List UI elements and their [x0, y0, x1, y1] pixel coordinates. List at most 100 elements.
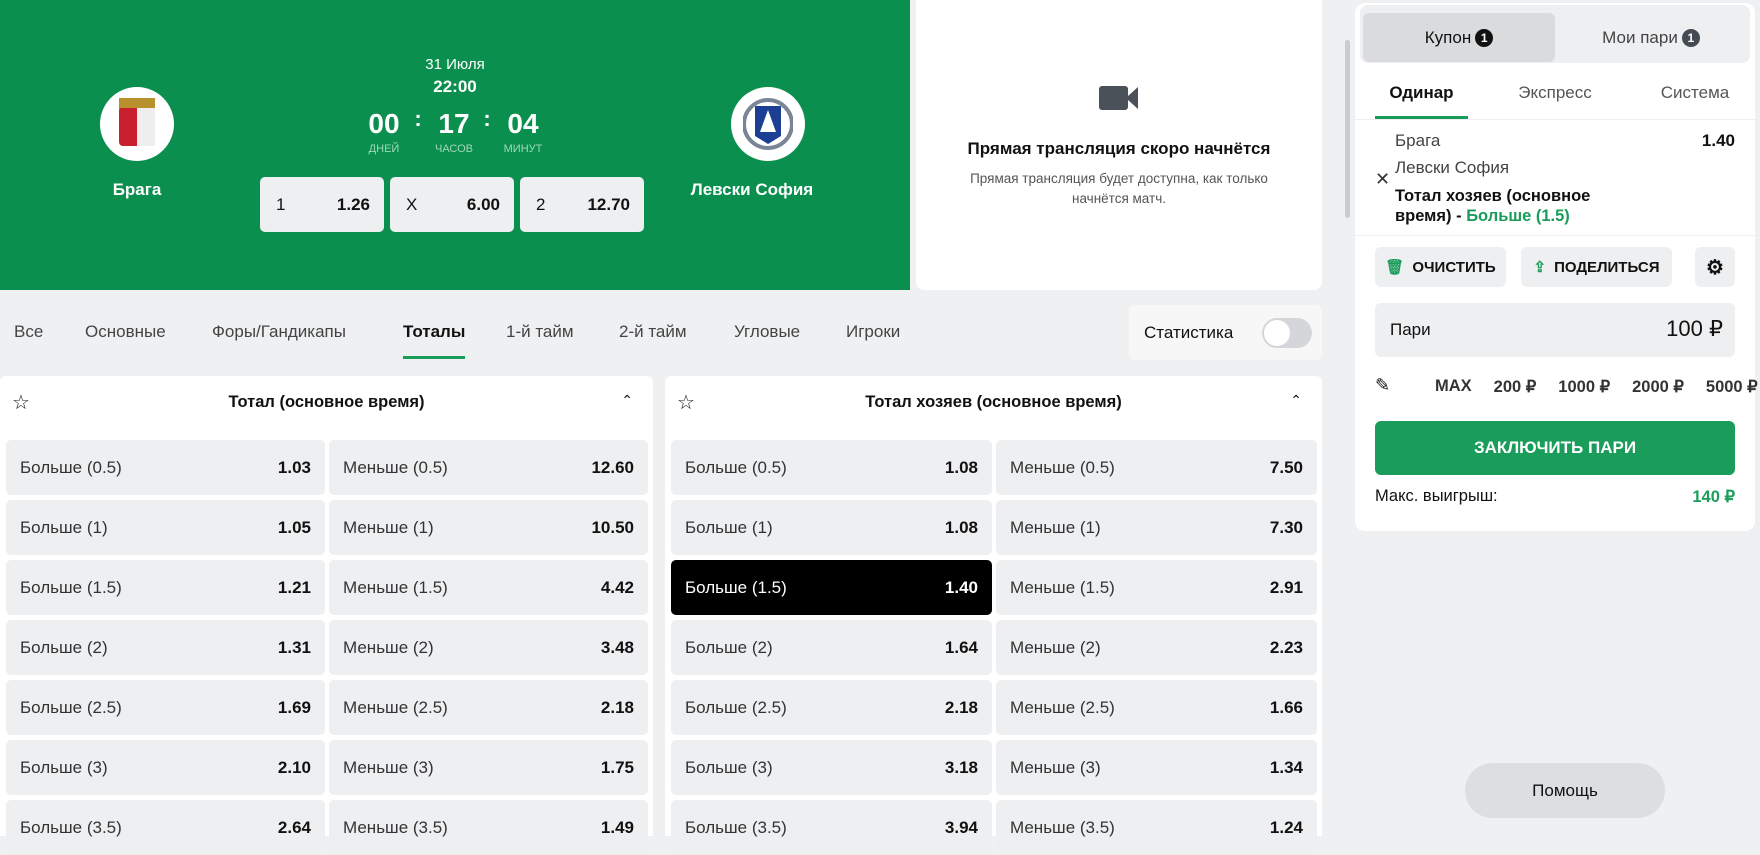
odds-button-home[interactable]: 1 1.26	[260, 177, 384, 232]
odds-cell[interactable]: Больше (3) 3.18	[671, 740, 992, 795]
outcome-odds: 2.10	[277, 757, 311, 777]
odds-cell[interactable]: Больше (0.5) 1.03	[6, 440, 325, 495]
odds-cell[interactable]: Меньше (3) 1.34	[996, 740, 1317, 795]
tab-5[interactable]: 2-й тайм	[619, 322, 687, 341]
odds-cell[interactable]: Меньше (3.5) 1.49	[329, 800, 648, 855]
outcome-odds: 3.94	[944, 817, 978, 837]
odds-cell[interactable]: Больше (1) 1.08	[671, 500, 992, 555]
remove-selection-icon[interactable]: ✕	[1375, 169, 1391, 189]
outcome-odds: 4.42	[600, 577, 634, 597]
outcome-odds: 2.64	[277, 817, 311, 837]
tab-coupon[interactable]: Купон 1	[1363, 13, 1555, 62]
outcome-label: Больше (1.5)	[685, 577, 787, 597]
outcome-odds: 1.40	[944, 577, 978, 597]
odds-cell[interactable]: Меньше (2) 3.48	[329, 620, 648, 675]
outcome-label: Меньше (2.5)	[343, 697, 448, 717]
statistics-toggle[interactable]	[1262, 318, 1312, 348]
bet-type-express[interactable]: Экспресс	[1518, 83, 1592, 102]
outcome-odds: 3.18	[944, 757, 978, 777]
clear-button[interactable]: 🗑 ОЧИСТИТЬ	[1375, 247, 1506, 287]
outcome-label: Меньше (2)	[1010, 637, 1101, 657]
outcome-odds: 1.21	[277, 577, 311, 597]
odds-cell[interactable]: Меньше (1) 7.30	[996, 500, 1317, 555]
video-camera-icon	[1099, 86, 1138, 110]
odds-cell[interactable]: Больше (3.5) 3.94	[671, 800, 992, 855]
help-button[interactable]: Помощь	[1465, 763, 1665, 818]
match-time: 22:00	[433, 77, 477, 96]
countdown-minutes-label: МИНУТ	[503, 143, 543, 155]
outcome-label: Меньше (3)	[343, 757, 434, 777]
tab-0[interactable]: Все	[14, 322, 44, 341]
odds-value: 6.00	[466, 194, 500, 214]
active-tab-indicator	[1375, 116, 1468, 119]
place-bet-button[interactable]: ЗАКЛЮЧИТЬ ПАРИ	[1375, 421, 1735, 475]
odds-cell[interactable]: Меньше (1.5) 4.42	[329, 560, 648, 615]
favorite-star-icon[interactable]: ☆	[12, 392, 30, 414]
share-button[interactable]: ⇪ ПОДЕЛИТЬСЯ	[1521, 247, 1672, 287]
outcome-label: Больше (2.5)	[20, 697, 122, 717]
outcome-label: Больше (1.5)	[20, 577, 122, 597]
odds-cell[interactable]: Больше (2) 1.31	[6, 620, 325, 675]
outcome-label: Меньше (3.5)	[343, 817, 448, 837]
outcome-label: Больше (3.5)	[685, 817, 787, 837]
odds-cell[interactable]: Больше (1.5) 1.40	[671, 560, 992, 615]
tab-1[interactable]: Основные	[85, 322, 166, 341]
quick-stake-4[interactable]: 5000 ₽	[1705, 378, 1758, 396]
odds-cell[interactable]: Меньше (1.5) 2.91	[996, 560, 1317, 615]
outcome-odds: 1.66	[1269, 697, 1303, 717]
tab-my-bets[interactable]: Мои пари 1	[1555, 13, 1747, 62]
home-team-name: Брага	[112, 180, 162, 199]
odds-label: X	[406, 194, 418, 214]
odds-cell[interactable]: Больше (3.5) 2.64	[6, 800, 325, 855]
favorite-star-icon[interactable]: ☆	[677, 392, 695, 414]
odds-cell[interactable]: Меньше (2.5) 1.66	[996, 680, 1317, 735]
tab-6[interactable]: Угловые	[734, 322, 801, 341]
quick-stake-1[interactable]: 200 ₽	[1493, 378, 1537, 396]
scrollbar[interactable]	[1345, 40, 1350, 218]
odds-cell[interactable]: Меньше (2.5) 2.18	[329, 680, 648, 735]
outcome-label: Меньше (2)	[343, 637, 434, 657]
odds-cell[interactable]: Меньше (3.5) 1.24	[996, 800, 1317, 855]
stake-input[interactable]: Пари 100 ₽	[1375, 303, 1735, 357]
odds-cell[interactable]: Меньше (0.5) 12.60	[329, 440, 648, 495]
quick-stake-3[interactable]: 2000 ₽	[1632, 378, 1684, 396]
odds-cell[interactable]: Больше (2.5) 2.18	[671, 680, 992, 735]
countdown-minutes: 04	[507, 108, 539, 139]
outcome-odds: 1.69	[277, 697, 311, 717]
countdown-days: 00	[368, 108, 400, 139]
collapse-chevron-icon[interactable]: ⌃	[621, 392, 633, 408]
bet-type-system[interactable]: Система	[1660, 83, 1730, 102]
collapse-chevron-icon[interactable]: ⌃	[1290, 392, 1302, 408]
tab-4[interactable]: 1-й тайм	[506, 322, 574, 341]
tab-3[interactable]: Тоталы	[403, 322, 466, 359]
odds-cell[interactable]: Больше (0.5) 1.08	[671, 440, 992, 495]
odds-cell[interactable]: Больше (1) 1.05	[6, 500, 325, 555]
odds-cell[interactable]: Больше (3) 2.10	[6, 740, 325, 795]
bet-type-single[interactable]: Одинар	[1389, 83, 1454, 102]
outcome-label: Больше (3)	[20, 757, 108, 777]
odds-button-away[interactable]: 2 12.70	[520, 177, 644, 232]
max-win-value: 140 ₽	[1692, 488, 1735, 506]
odds-button-draw[interactable]: X 6.00	[390, 177, 514, 232]
odds-cell[interactable]: Больше (2.5) 1.69	[6, 680, 325, 735]
selection-outcome: Больше (1.5)	[1466, 207, 1570, 225]
quick-stake-0[interactable]: MAX	[1435, 377, 1472, 395]
odds-cell[interactable]: Больше (1.5) 1.21	[6, 560, 325, 615]
settings-gear-icon[interactable]: ⚙	[1695, 247, 1735, 287]
odds-cell[interactable]: Меньше (2) 2.23	[996, 620, 1317, 675]
outcome-label: Больше (3.5)	[20, 817, 122, 837]
tab-2[interactable]: Форы/Гандикапы	[212, 322, 346, 341]
outcome-odds: 2.18	[944, 697, 978, 717]
tab-7[interactable]: Игроки	[846, 322, 901, 341]
odds-cell[interactable]: Больше (2) 1.64	[671, 620, 992, 675]
outcome-label: Меньше (1)	[1010, 517, 1101, 537]
odds-cell[interactable]: Меньше (1) 10.50	[329, 500, 648, 555]
market-title: Тотал (основное время)	[228, 393, 425, 411]
odds-cell[interactable]: Меньше (3) 1.75	[329, 740, 648, 795]
edit-pencil-icon[interactable]: ✎	[1375, 375, 1391, 395]
outcome-label: Больше (3)	[685, 757, 773, 777]
odds-cell[interactable]: Меньше (0.5) 7.50	[996, 440, 1317, 495]
quick-stake-2[interactable]: 1000 ₽	[1558, 378, 1611, 396]
away-team-logo	[731, 87, 805, 161]
stake-value: 100 ₽	[1666, 316, 1723, 341]
